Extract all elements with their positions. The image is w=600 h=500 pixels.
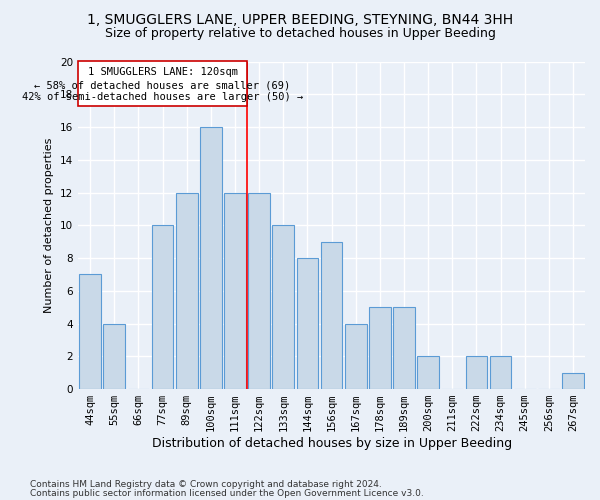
Bar bbox=[79, 274, 101, 389]
Y-axis label: Number of detached properties: Number of detached properties bbox=[44, 138, 55, 313]
Bar bbox=[272, 226, 294, 389]
Text: 1, SMUGGLERS LANE, UPPER BEEDING, STEYNING, BN44 3HH: 1, SMUGGLERS LANE, UPPER BEEDING, STEYNI… bbox=[87, 12, 513, 26]
Bar bbox=[369, 307, 391, 389]
Bar bbox=[466, 356, 487, 389]
X-axis label: Distribution of detached houses by size in Upper Beeding: Distribution of detached houses by size … bbox=[151, 437, 512, 450]
Bar bbox=[345, 324, 367, 389]
Bar bbox=[200, 127, 222, 389]
Text: Contains HM Land Registry data © Crown copyright and database right 2024.: Contains HM Land Registry data © Crown c… bbox=[30, 480, 382, 489]
Bar bbox=[296, 258, 318, 389]
Text: ← 58% of detached houses are smaller (69): ← 58% of detached houses are smaller (69… bbox=[34, 80, 291, 90]
Bar bbox=[248, 192, 270, 389]
Text: Size of property relative to detached houses in Upper Beeding: Size of property relative to detached ho… bbox=[104, 28, 496, 40]
Bar bbox=[152, 226, 173, 389]
Text: 42% of semi-detached houses are larger (50) →: 42% of semi-detached houses are larger (… bbox=[22, 92, 303, 102]
Bar bbox=[562, 372, 584, 389]
Bar bbox=[224, 192, 246, 389]
FancyBboxPatch shape bbox=[78, 60, 247, 106]
Bar bbox=[321, 242, 343, 389]
Text: Contains public sector information licensed under the Open Government Licence v3: Contains public sector information licen… bbox=[30, 488, 424, 498]
Bar bbox=[393, 307, 415, 389]
Bar bbox=[490, 356, 511, 389]
Text: 1 SMUGGLERS LANE: 120sqm: 1 SMUGGLERS LANE: 120sqm bbox=[88, 67, 238, 77]
Bar bbox=[176, 192, 197, 389]
Bar bbox=[417, 356, 439, 389]
Bar bbox=[103, 324, 125, 389]
